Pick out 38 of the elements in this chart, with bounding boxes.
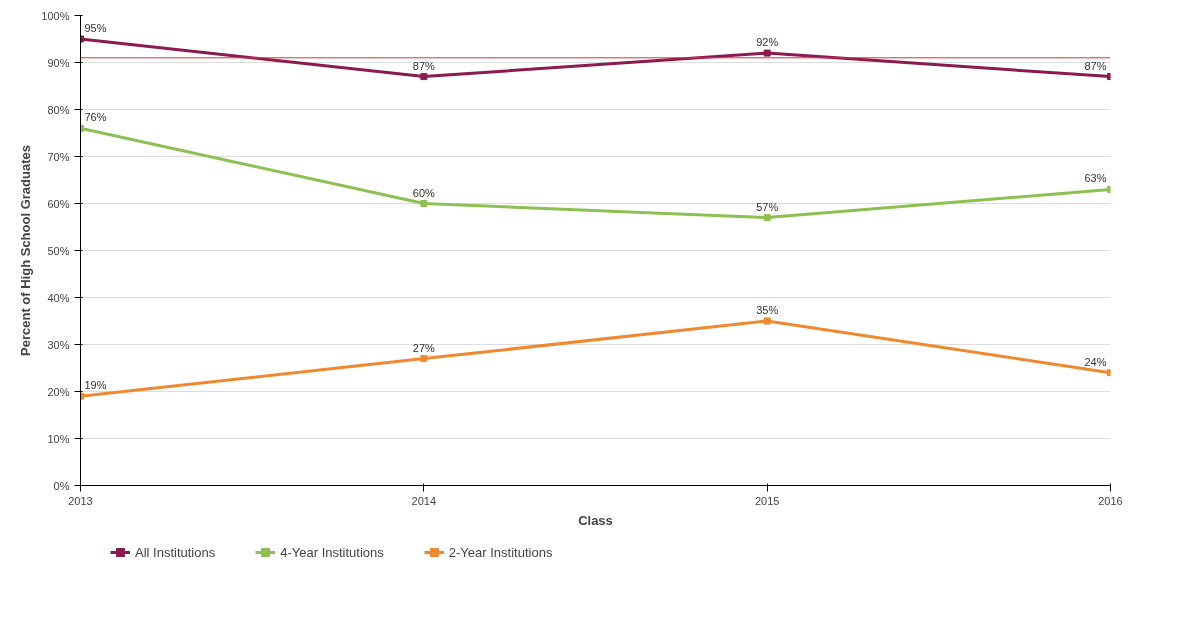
data-label: 87%	[412, 59, 436, 72]
legend-label: All Institutions	[135, 544, 216, 560]
legend-label: 2-Year Institutions	[448, 544, 553, 560]
point	[420, 355, 428, 363]
x-tick-label: 2013	[68, 494, 93, 507]
point	[420, 200, 428, 207]
y-tick-label: 50%	[47, 244, 70, 257]
y-tick-label: 60%	[47, 197, 70, 210]
point	[763, 214, 771, 222]
data-label: 76%	[84, 111, 107, 124]
x-tick-label: 2014	[411, 494, 437, 507]
point	[763, 49, 771, 57]
legend-label: 4-Year Institutions	[280, 544, 384, 560]
y-tick-label: 90%	[47, 56, 70, 69]
data-label: 60%	[412, 186, 436, 199]
data-label: 87%	[1084, 59, 1107, 72]
data-label: 92%	[756, 36, 779, 49]
data-label: 19%	[84, 379, 107, 392]
y-tick-label: 40%	[47, 291, 70, 304]
x-tick-label: 2015	[754, 494, 780, 507]
y-tick-label: 70%	[47, 150, 70, 163]
x-tick-label: 2016	[1098, 494, 1123, 507]
data-label: 24%	[1084, 355, 1107, 368]
y-axis-title: Percent of High School Graduates	[18, 145, 34, 356]
point	[420, 73, 428, 81]
y-tick-label: 100%	[41, 9, 70, 22]
y-tick-label: 20%	[47, 385, 70, 398]
point	[763, 317, 771, 325]
y-tick-label: 30%	[47, 338, 70, 351]
y-tick-label: 10%	[47, 432, 70, 445]
y-tick-label: 0%	[53, 479, 70, 492]
data-label: 95%	[84, 22, 107, 34]
data-label: 27%	[412, 341, 436, 354]
data-label: 63%	[1084, 172, 1107, 185]
y-tick-label: 80%	[47, 103, 70, 116]
data-label: 35%	[756, 304, 779, 316]
x-axis-title: Class	[578, 512, 613, 528]
data-label: 57%	[756, 200, 779, 213]
